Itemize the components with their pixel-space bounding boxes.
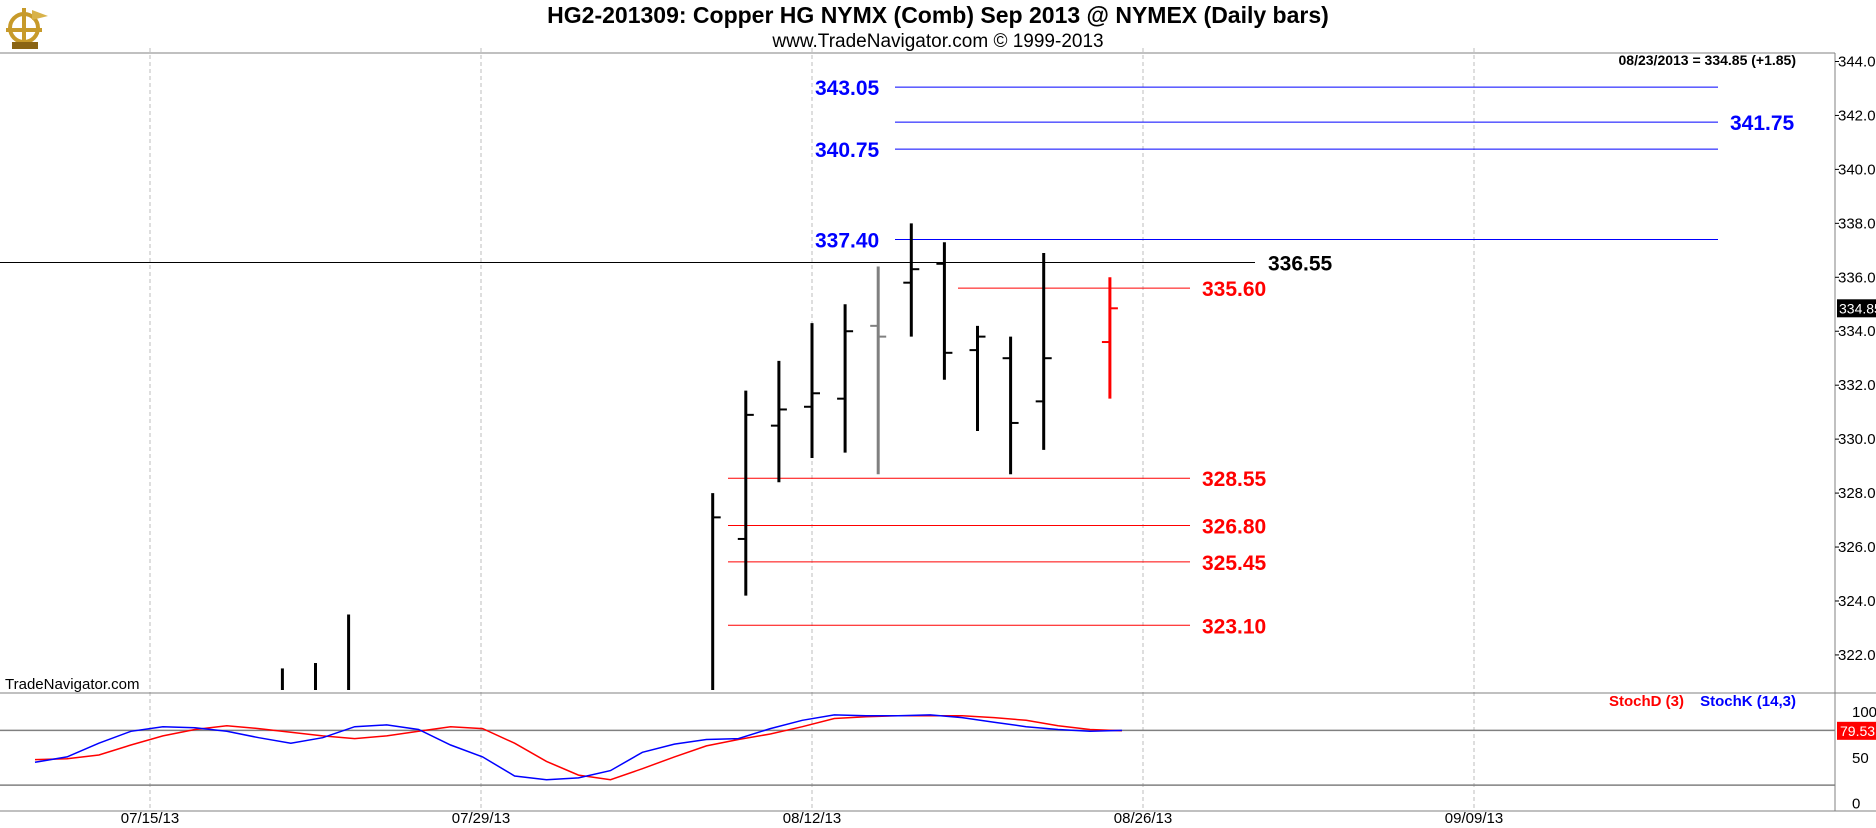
level-label: 326.80 <box>1202 515 1266 538</box>
stoch-k-line <box>34 714 1123 781</box>
x-tick-label: 09/09/13 <box>1445 810 1503 827</box>
trade-navigator-logo <box>2 2 52 52</box>
chart-title: HG2-201309: Copper HG NYMX (Comb) Sep 20… <box>547 2 1329 28</box>
stoch-value-badge <box>1837 721 1876 740</box>
chart-subtitle: www.TradeNavigator.com © 1999-2013 <box>772 31 1104 52</box>
current-price-label: 334.85 <box>1839 300 1876 316</box>
x-tick-label: 08/12/13 <box>783 810 841 827</box>
y-tick-label: 344.00 <box>1838 53 1876 70</box>
legend-stoch-k: StochK (14,3) <box>1700 693 1796 710</box>
level-label: 335.60 <box>1202 278 1266 301</box>
legend-stoch-d: StochD (3) <box>1608 693 1684 710</box>
x-tick-label: 07/29/13 <box>452 810 510 827</box>
y-tick-label: 326.00 <box>1838 539 1876 556</box>
y-tick-label: 336.00 <box>1838 269 1876 286</box>
y-tick-label: 334.00 <box>1838 323 1876 340</box>
level-label: 340.75 <box>815 139 880 162</box>
indicator-legend: StochD (3) StochK (14,3) <box>1597 693 1796 710</box>
level-label: 336.55 <box>1268 252 1333 275</box>
level-label: 325.45 <box>1202 552 1267 575</box>
indicator-tick-label: 100 <box>1852 704 1876 721</box>
watermark-text: TradeNavigator.com <box>5 676 140 693</box>
indicator-tick-label: 0 <box>1852 795 1860 812</box>
x-tick-label: 07/15/13 <box>121 810 179 827</box>
y-tick-label: 338.00 <box>1838 215 1876 232</box>
y-tick-label: 332.00 <box>1838 377 1876 394</box>
x-tick-label: 08/26/13 <box>1114 810 1172 827</box>
current-price-badge <box>1837 299 1876 318</box>
level-label: 337.40 <box>815 230 879 253</box>
y-tick-label: 322.00 <box>1838 647 1876 664</box>
level-label: 328.55 <box>1202 468 1267 491</box>
y-tick-label: 330.00 <box>1838 431 1876 448</box>
y-tick-label: 340.00 <box>1838 161 1876 178</box>
level-label: 323.10 <box>1202 615 1266 638</box>
stoch-value-label: 79.53 <box>1840 723 1875 739</box>
y-tick-label: 342.00 <box>1838 107 1876 124</box>
y-tick-label: 324.00 <box>1838 593 1876 610</box>
stoch-d-line <box>34 715 1123 781</box>
indicator-tick-label: 50 <box>1852 750 1869 767</box>
y-tick-label: 328.00 <box>1838 485 1876 502</box>
last-price-info: 08/23/2013 = 334.85 (+1.85) <box>1618 52 1796 68</box>
level-label: 341.75 <box>1730 112 1795 135</box>
level-label: 343.05 <box>815 77 880 100</box>
